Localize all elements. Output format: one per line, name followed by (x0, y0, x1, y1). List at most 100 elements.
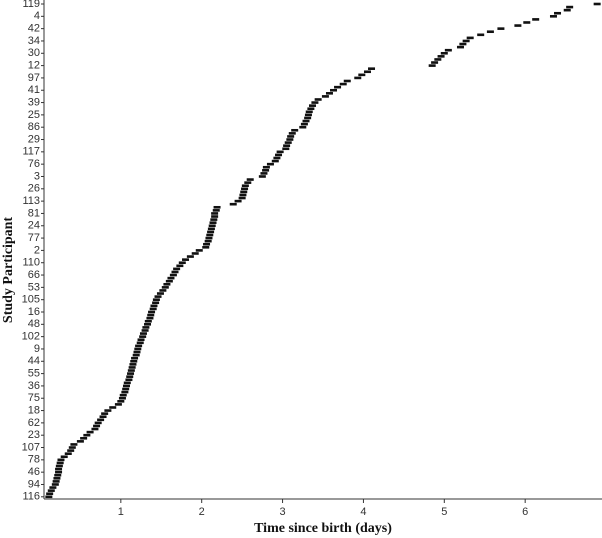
dot (137, 338, 145, 342)
y-tick-label: 41 (28, 84, 40, 96)
dot (304, 116, 312, 120)
dot (186, 255, 194, 258)
dot (119, 393, 127, 397)
dot (80, 436, 88, 440)
y-tick-label: 9 (34, 343, 40, 355)
dot (363, 70, 371, 74)
dot (307, 107, 315, 111)
dot (462, 39, 470, 43)
y-tick-label: 102 (22, 331, 40, 343)
dot (149, 307, 157, 311)
dot (156, 292, 164, 295)
dot (139, 335, 147, 338)
dot (260, 172, 268, 175)
y-tick-label: 16 (28, 306, 40, 318)
dot (114, 403, 122, 406)
x-tick-label: 1 (118, 506, 124, 518)
dot (428, 64, 436, 67)
dot (47, 489, 55, 492)
dot (440, 51, 448, 55)
x-tick-label: 5 (441, 506, 447, 518)
y-tick-label: 119 (22, 0, 40, 10)
dot (593, 2, 601, 6)
y-tick-label: 2 (34, 244, 40, 256)
dot (127, 372, 135, 375)
dot (244, 181, 252, 184)
y-tick-label: 105 (22, 294, 40, 306)
dot (86, 430, 94, 434)
y-tick-label: 29 (28, 133, 40, 145)
dot (241, 187, 249, 191)
dot (176, 264, 184, 268)
y-tick-label: 116 (22, 491, 40, 503)
dot (302, 119, 310, 123)
dot (150, 304, 158, 308)
dot (133, 350, 141, 354)
dot (466, 36, 474, 40)
y-tick-label: 46 (28, 466, 40, 478)
dot (195, 249, 203, 252)
y-tick-label: 75 (28, 392, 40, 404)
dot (125, 378, 133, 382)
dot (60, 455, 68, 459)
dot (205, 236, 213, 240)
dot (300, 122, 308, 126)
y-tick-label: 42 (28, 23, 40, 35)
dot (258, 175, 266, 178)
dot (208, 224, 216, 228)
y-tick-label: 23 (28, 429, 40, 441)
dot (132, 353, 140, 357)
dot (262, 169, 270, 172)
dot (104, 409, 112, 412)
dot (207, 230, 215, 234)
dot (70, 443, 78, 446)
dot (211, 215, 219, 218)
y-tick-label: 78 (28, 454, 40, 466)
y-tick-label: 30 (28, 47, 40, 59)
dot (283, 144, 291, 147)
dot (314, 98, 322, 101)
dot (67, 449, 75, 452)
dot (273, 156, 281, 160)
dot (288, 132, 296, 135)
dot (165, 279, 173, 283)
y-tick-label: 26 (28, 183, 40, 195)
dot (55, 470, 63, 474)
dot (101, 412, 109, 415)
dot (144, 323, 152, 326)
dot (305, 110, 313, 114)
dot (523, 21, 531, 24)
y-tick-label: 94 (28, 478, 40, 490)
y-tick-label: 86 (28, 121, 40, 133)
dot (209, 221, 217, 224)
dot (68, 446, 76, 449)
dot (171, 270, 179, 274)
dot (304, 113, 312, 117)
dot (54, 473, 62, 477)
dot (191, 252, 199, 255)
dot (554, 11, 562, 15)
y-tick-label: 48 (28, 318, 40, 330)
dot (45, 495, 53, 499)
y-tick-label: 24 (28, 220, 40, 232)
x-axis-title: Time since birth (days) (254, 521, 392, 536)
dot (99, 415, 107, 419)
dot (122, 387, 130, 391)
dot (57, 458, 65, 462)
dot (135, 344, 143, 348)
y-tick-label: 55 (28, 368, 40, 380)
dot (152, 298, 160, 301)
y-tick-label: 34 (28, 35, 40, 47)
y-axis-title: Study Participant (1, 217, 16, 324)
y-tick-label: 97 (28, 72, 40, 84)
y-tick-label: 53 (28, 281, 40, 293)
dot (210, 218, 218, 221)
y-tick-label: 66 (28, 269, 40, 281)
dot (437, 55, 445, 58)
dot (154, 295, 162, 298)
dot (147, 313, 155, 317)
y-tick-label: 3 (34, 170, 40, 182)
dot (93, 424, 101, 428)
dot (282, 147, 290, 151)
